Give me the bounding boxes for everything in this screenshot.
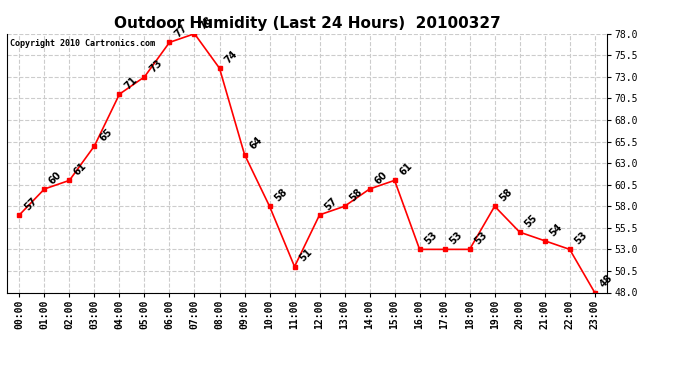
Text: 58: 58 <box>347 187 364 204</box>
Title: Outdoor Humidity (Last 24 Hours)  20100327: Outdoor Humidity (Last 24 Hours) 2010032… <box>114 16 500 31</box>
Text: Copyright 2010 Cartronics.com: Copyright 2010 Cartronics.com <box>10 39 155 48</box>
Text: 54: 54 <box>547 221 564 238</box>
Text: 60: 60 <box>47 170 63 186</box>
Text: 65: 65 <box>97 126 114 143</box>
Text: 77: 77 <box>172 23 189 40</box>
Text: 58: 58 <box>497 187 514 204</box>
Text: 71: 71 <box>122 75 139 92</box>
Text: 53: 53 <box>422 230 439 247</box>
Text: 61: 61 <box>72 161 89 178</box>
Text: 73: 73 <box>147 57 164 74</box>
Text: 74: 74 <box>222 49 239 66</box>
Text: 53: 53 <box>447 230 464 247</box>
Text: 48: 48 <box>598 273 614 290</box>
Text: 57: 57 <box>322 195 339 212</box>
Text: 60: 60 <box>373 170 389 186</box>
Text: 58: 58 <box>273 187 289 204</box>
Text: 78: 78 <box>197 14 214 31</box>
Text: 53: 53 <box>473 230 489 247</box>
Text: 61: 61 <box>397 161 414 178</box>
Text: 53: 53 <box>573 230 589 247</box>
Text: 64: 64 <box>247 135 264 152</box>
Text: 55: 55 <box>522 213 539 230</box>
Text: 57: 57 <box>22 195 39 212</box>
Text: 51: 51 <box>297 247 314 264</box>
